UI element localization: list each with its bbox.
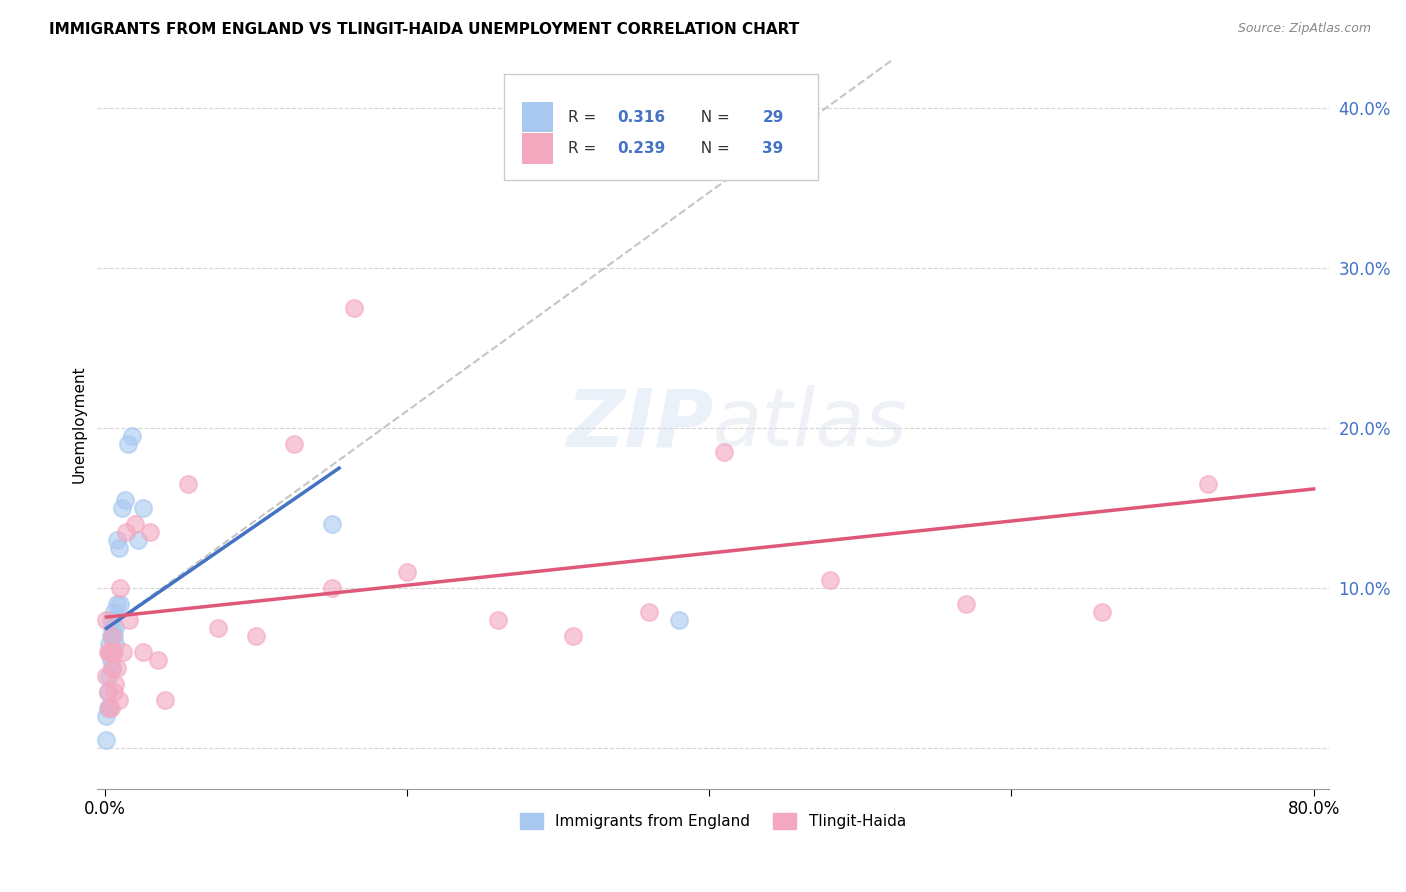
Point (637, 605, 659, 619)
Point (103, 645, 125, 659)
Point (118, 613, 141, 627)
Text: Source: ZipAtlas.com: Source: ZipAtlas.com (1237, 22, 1371, 36)
Text: 39: 39 (762, 141, 783, 156)
Point (101, 645, 124, 659)
Point (100, 629, 122, 643)
Point (103, 605, 125, 619)
Point (1197, 477, 1219, 491)
Point (100, 613, 122, 627)
Point (101, 629, 124, 643)
Point (101, 621, 124, 635)
Point (97, 685, 120, 699)
Point (121, 429, 143, 443)
Point (105, 661, 128, 675)
Point (97, 685, 120, 699)
Point (343, 301, 366, 315)
Point (713, 445, 735, 459)
Point (396, 566, 419, 580)
Point (105, 533, 128, 548)
Legend: Immigrants from England, Tlingit-Haida: Immigrants from England, Tlingit-Haida (515, 806, 912, 836)
Point (818, 574, 841, 588)
Point (96, 669, 118, 683)
Point (562, 629, 585, 643)
Point (131, 501, 153, 516)
Point (97, 645, 120, 659)
Point (127, 533, 149, 548)
Point (105, 597, 128, 611)
Point (107, 693, 129, 707)
Point (103, 629, 125, 643)
Point (1091, 605, 1114, 619)
Point (131, 645, 153, 659)
Y-axis label: Unemployment: Unemployment (72, 365, 86, 483)
Text: 29: 29 (762, 110, 783, 125)
Point (96, 709, 118, 723)
Point (245, 629, 267, 643)
Point (103, 685, 125, 699)
Point (108, 581, 131, 595)
Point (321, 517, 343, 532)
Text: N =: N = (690, 110, 734, 125)
Point (97, 701, 120, 715)
Point (668, 613, 690, 627)
Point (100, 701, 122, 715)
Text: IMMIGRANTS FROM ENGLAND VS TLINGIT-HAIDA UNEMPLOYMENT CORRELATION CHART: IMMIGRANTS FROM ENGLAND VS TLINGIT-HAIDA… (49, 22, 800, 37)
Point (112, 645, 135, 659)
Text: ZIP: ZIP (565, 385, 713, 463)
Point (101, 661, 124, 675)
Point (139, 525, 162, 540)
Point (107, 541, 129, 556)
Point (104, 637, 127, 651)
Point (96, 733, 118, 747)
Bar (522, 134, 553, 164)
Text: R =: R = (568, 141, 600, 156)
Point (96, 613, 118, 627)
Point (321, 581, 343, 595)
Point (100, 653, 122, 667)
Text: N =: N = (690, 141, 734, 156)
Point (177, 477, 200, 491)
Point (146, 653, 169, 667)
Point (101, 661, 124, 675)
Point (486, 613, 509, 627)
Point (104, 621, 127, 635)
Point (98, 701, 121, 715)
Text: atlas: atlas (713, 385, 908, 463)
Point (98, 701, 121, 715)
Point (117, 437, 139, 451)
Point (98, 645, 121, 659)
Point (98, 637, 121, 651)
Point (124, 517, 146, 532)
Point (104, 677, 127, 691)
Point (955, 597, 977, 611)
FancyBboxPatch shape (503, 74, 818, 180)
Point (114, 493, 136, 508)
Point (110, 501, 132, 516)
Point (98, 669, 121, 683)
Point (283, 437, 305, 451)
Text: R =: R = (568, 110, 600, 125)
Point (115, 525, 138, 540)
Point (108, 597, 131, 611)
Point (207, 621, 229, 635)
Bar (522, 102, 553, 133)
Point (155, 693, 177, 707)
Text: 0.316: 0.316 (617, 110, 665, 125)
Point (100, 645, 122, 659)
Text: 0.239: 0.239 (617, 141, 665, 156)
